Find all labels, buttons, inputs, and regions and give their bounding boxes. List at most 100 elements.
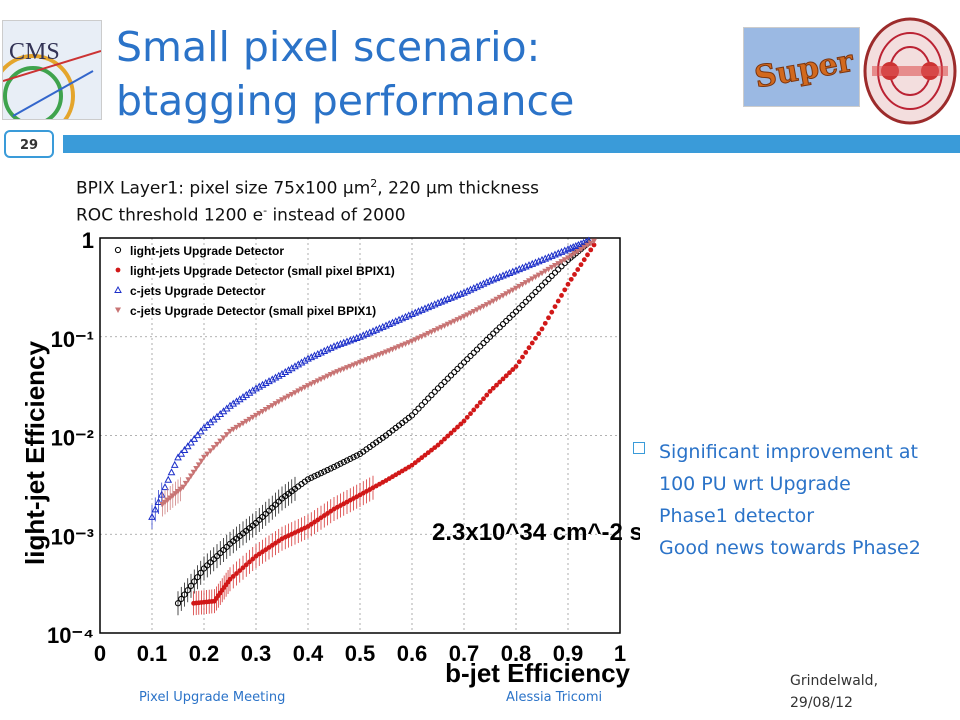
note-line: Good news towards Phase2 [659,537,921,559]
data-point [539,270,545,277]
data-point [174,453,182,461]
data-point [266,405,272,411]
data-point [572,272,577,277]
data-point [532,288,539,296]
data-point [268,375,277,383]
data-point [366,356,373,362]
data-point [448,430,454,436]
data-point [291,362,299,370]
header-bar [63,135,960,153]
data-point [240,420,246,427]
data-point [253,412,259,419]
data-point [571,251,578,257]
data-point [294,360,303,368]
data-point [566,244,575,252]
data-point [331,370,337,376]
data-point [486,333,494,340]
data-point [451,318,458,325]
data-point [337,460,344,467]
data-point [519,281,526,288]
data-point [285,393,292,400]
data-point [464,312,471,318]
data-point [574,249,581,255]
data-point [483,336,490,344]
data-point [591,238,597,245]
data-point [187,438,195,446]
data-point [480,340,487,347]
data-point [496,324,503,331]
data-point [536,331,542,337]
data-point [519,301,526,309]
cms-logo-text: CMS [9,39,60,65]
data-point [425,395,432,402]
data-point [115,267,121,273]
data-point [249,414,256,421]
data-point [562,287,568,293]
data-point [295,388,302,394]
data-point [584,242,591,249]
data-point [559,293,564,298]
data-point [269,403,276,409]
data-point [301,384,308,391]
data-point [460,359,468,366]
data-point [565,255,571,261]
data-point [412,460,418,466]
data-point [499,321,507,328]
page-number: 29 [4,130,54,158]
data-point [229,399,238,407]
data-point [506,314,513,321]
data-point [340,459,347,466]
note-line: Phase1 detector [659,505,815,527]
data-point [500,376,506,382]
data-point [305,383,311,389]
data-point [258,380,267,388]
data-point [177,449,186,457]
series-0 [174,239,592,616]
data-point [542,268,549,275]
data-point [468,411,473,417]
data-point [438,382,445,389]
data-point [248,386,257,394]
data-point [457,315,464,322]
data-point [412,408,419,416]
data-point [509,311,516,318]
data-point [470,308,477,315]
data-point [324,373,331,380]
data-point [546,315,551,321]
data-point [516,305,523,312]
data-point [416,457,421,463]
data-point [274,371,283,379]
data-point [503,317,510,325]
data-point [327,465,334,472]
data-point [313,349,322,358]
data-point [347,363,354,370]
data-point [520,354,525,360]
data-point [484,392,490,398]
data-point [376,352,383,358]
data-point [220,435,227,441]
data-point [477,400,483,405]
superlhc-logo [862,16,958,126]
subtitle-line-2: ROC threshold 1200 e- instead of 2000 [76,204,406,226]
data-point [542,320,548,326]
data-point [340,366,347,372]
data-point [497,379,503,385]
data-point [350,454,357,461]
data-point [402,341,409,347]
cms-logo: CMS [0,20,102,138]
data-point [552,304,558,309]
data-point [507,370,512,376]
data-point [565,281,571,287]
data-point [490,330,497,337]
data-point [188,473,194,479]
data-point [170,460,179,468]
data-point [326,343,335,351]
data-point [392,345,399,352]
data-point [538,282,546,289]
data-point [190,469,197,476]
data-point [363,357,370,363]
data-point [447,372,455,379]
y-tick-label: 10⁻⁴ [47,623,94,648]
data-point [223,432,230,438]
data-point [318,376,324,383]
